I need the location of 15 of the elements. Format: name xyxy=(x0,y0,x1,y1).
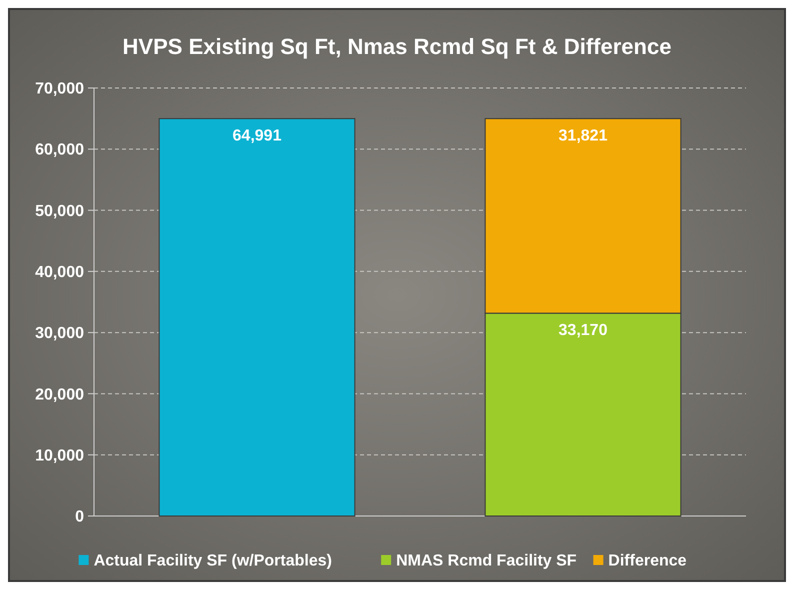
text: Actual Facility SF (w/Portables) xyxy=(94,552,332,570)
data-label: 64,991 xyxy=(232,128,282,145)
y-tick-label: 60,000 xyxy=(35,142,84,159)
y-tick-label: 70,000 xyxy=(35,80,84,98)
legend-label: Difference xyxy=(608,552,687,570)
y-tick-label: 0 xyxy=(75,508,84,526)
chart-title: HVPS Existing Sq Ft, Nmas Rcmd Sq Ft & Difference xyxy=(122,34,672,59)
y-tick-label: 20,000 xyxy=(35,386,84,404)
y-tick-label: 30,000 xyxy=(35,325,84,342)
y-tick-label: 40,000 xyxy=(35,264,84,282)
y-tick-label: 50,000 xyxy=(35,202,84,220)
legend-label: NMAS Rcmd Facility SF xyxy=(396,552,577,570)
y-tick-label: 10,000 xyxy=(35,447,84,464)
data-label: 33,170 xyxy=(558,322,608,340)
data-label: 31,821 xyxy=(558,128,608,145)
